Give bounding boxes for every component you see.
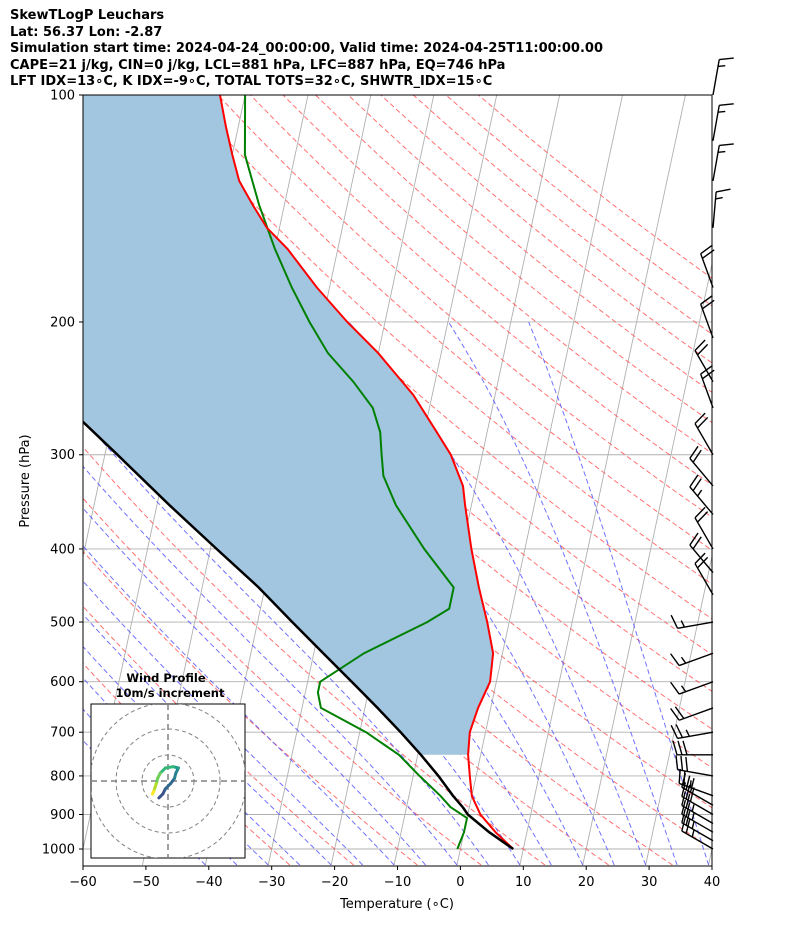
- moist-adiabat-line: [83, 418, 489, 866]
- wind-barb: [670, 724, 714, 740]
- temperature-line: [219, 95, 514, 850]
- index-summary: LFT IDX=13∘C, K IDX=-9∘C, TOTAL TOTS=32∘…: [10, 74, 493, 89]
- y-tick-label: 500: [50, 616, 75, 631]
- wind-barb: [694, 339, 714, 383]
- wind-barb: [712, 103, 734, 141]
- moist-adiabat-line: [83, 580, 363, 866]
- wind-barb: [672, 740, 713, 756]
- dry-adiabat-line: [83, 662, 291, 866]
- isotherm-line: [645, 554, 712, 866]
- wind-barb: [670, 681, 714, 695]
- y-tick-label: 400: [50, 542, 75, 557]
- dry-adiabat-line: [83, 497, 482, 866]
- dry-adiabat-line: [83, 446, 546, 866]
- moist-adiabat-line: [83, 465, 458, 866]
- x-tick-label: 0: [456, 875, 464, 890]
- wind-barb: [694, 412, 714, 456]
- cape-summary: CAPE=21 j/kg, CIN=0 j/kg, LCL=881 hPa, L…: [10, 57, 506, 73]
- isotherm-line: [708, 846, 712, 866]
- parcel-line: [83, 420, 514, 851]
- wind-barb: [712, 57, 734, 96]
- simulation-times: Simulation start time: 2024-04-24_00:00:…: [10, 41, 603, 56]
- x-tick-label: −60: [69, 875, 96, 890]
- x-tick-label: −10: [384, 875, 411, 890]
- inset-title: Wind Profile: [126, 671, 206, 685]
- y-tick-label: 1000: [42, 843, 75, 858]
- wind-profile-inset: Wind Profile 10m/s increment: [90, 671, 246, 859]
- isotherm-line: [582, 261, 712, 866]
- isotherm-line: [519, 95, 686, 866]
- wind-barb: [700, 295, 715, 339]
- dry-adiabat-line: [83, 257, 712, 809]
- wind-barb: [678, 768, 714, 797]
- x-tick-label: −30: [258, 875, 285, 890]
- dry-adiabat-line: [83, 213, 712, 769]
- moist-adiabat-line: [83, 545, 395, 866]
- moist-adiabat-line: [248, 321, 615, 866]
- moist-adiabat-line: [348, 321, 647, 866]
- dry-adiabat-line: [478, 95, 712, 279]
- wind-barb: [689, 445, 714, 487]
- station-location: Lat: 56.37 Lon: -2.87: [10, 24, 163, 40]
- inset-subtitle: 10m/s increment: [116, 686, 225, 700]
- dry-adiabat-line: [250, 95, 712, 486]
- y-tick-label: 200: [50, 315, 75, 330]
- x-tick-label: 40: [704, 875, 721, 890]
- y-tick-label: 800: [50, 769, 75, 784]
- dry-adiabat-line: [119, 95, 712, 620]
- chart-header: SkewTLogP Leuchars Lat: 56.37 Lon: -2.87…: [10, 8, 603, 91]
- x-tick-label: 20: [578, 875, 595, 890]
- moist-adiabat-line: [83, 613, 332, 866]
- wind-barb: [670, 652, 714, 667]
- wind-barb: [712, 188, 731, 228]
- moist-adiabat-line: [83, 645, 301, 866]
- y-tick-label: 300: [50, 448, 75, 463]
- wind-barb: [689, 532, 714, 574]
- wind-barb: [675, 755, 714, 777]
- wind-barb: [681, 791, 714, 825]
- wind-barb: [694, 552, 714, 596]
- dry-adiabat-line: [412, 95, 712, 335]
- moist-adiabat-line: [165, 321, 584, 866]
- wind-barb: [689, 474, 714, 515]
- wind-barb: [694, 506, 714, 550]
- wind-barb: [712, 143, 734, 182]
- x-tick-label: 10: [515, 875, 532, 890]
- y-tick-label: 100: [50, 89, 75, 104]
- x-tick-label: −40: [195, 875, 222, 890]
- y-tick-label: 600: [50, 675, 75, 690]
- dry-adiabat-line: [83, 605, 354, 866]
- dewpoint-line: [243, 95, 469, 850]
- dry-adiabat-line: [83, 550, 418, 866]
- dry-adiabat-line: [217, 95, 712, 518]
- moist-adiabat-line: [528, 321, 710, 866]
- y-tick-label: 900: [50, 808, 75, 823]
- cape-fill: [83, 95, 494, 755]
- moist-adiabat-line: [448, 321, 678, 866]
- y-tick-label: 700: [50, 726, 75, 741]
- wind-barb: [700, 244, 715, 288]
- chart-title: SkewTLogP Leuchars: [10, 8, 165, 23]
- wind-barb: [670, 614, 714, 629]
- x-axis-label: Temperature (∘C): [339, 897, 454, 912]
- wind-barb: [670, 706, 714, 721]
- isotherm-line: [456, 95, 623, 866]
- x-tick-label: −20: [321, 875, 348, 890]
- x-tick-label: −50: [132, 875, 159, 890]
- hodograph-segment: [150, 789, 156, 796]
- x-tick-label: 30: [641, 875, 658, 890]
- y-axis-label: Pressure (hPa): [18, 434, 33, 527]
- wind-barb: [681, 772, 714, 806]
- moist-adiabat-line: [83, 507, 426, 866]
